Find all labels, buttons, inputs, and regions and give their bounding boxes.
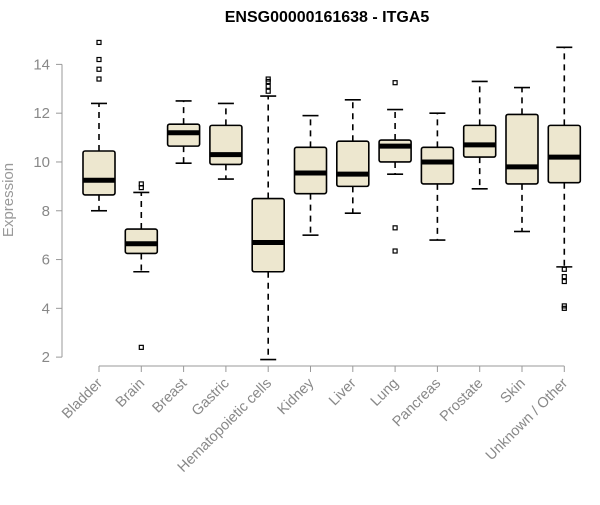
y-axis-label: Expression (0, 163, 17, 237)
outlier-point (96, 66, 102, 72)
outlier-point (96, 56, 102, 63)
outlier-point (96, 76, 102, 82)
box-iqr (209, 124, 243, 166)
box-iqr (547, 124, 582, 184)
outlier-point (561, 278, 567, 285)
y-tick-label: 10 (33, 154, 50, 171)
outlier-point (561, 274, 567, 280)
box-liver (335, 98, 370, 214)
x-tick-label: Liver (326, 375, 360, 409)
outlier-point (96, 39, 102, 46)
box-brain (124, 181, 159, 350)
box-iqr (335, 140, 370, 188)
box-skin (505, 86, 539, 233)
outlier-point (265, 88, 271, 94)
y-tick-label: 14 (33, 56, 50, 73)
box-unknown-other (547, 46, 582, 311)
box-iqr (420, 146, 455, 185)
box-hematopoietic-cells (251, 76, 285, 361)
x-tick-label: Lung (368, 376, 402, 410)
box-iqr (251, 197, 285, 273)
box-iqr (462, 124, 497, 158)
box-breast (166, 100, 201, 164)
outlier-point (265, 83, 271, 89)
box-iqr (378, 139, 412, 163)
box-iqr (505, 113, 539, 185)
box-lung (378, 80, 412, 254)
x-tick-label: Unknown / Other (483, 375, 571, 463)
outlier-point (392, 225, 398, 231)
outlier-point (138, 181, 144, 187)
outlier-point (561, 266, 567, 272)
box-iqr (82, 150, 116, 196)
x-tick-label: Brain (113, 376, 148, 411)
outlier-point (138, 344, 144, 350)
x-tick-label: Bladder (59, 375, 106, 422)
outlier-point (392, 248, 398, 254)
outlier-point (392, 80, 398, 86)
boxes-group (82, 39, 582, 361)
box-bladder (82, 39, 116, 212)
box-gastric (209, 102, 243, 180)
box-kidney (293, 114, 328, 236)
y-axis: 2 4 6 8 10 12 14 (33, 56, 63, 366)
outlier-point (265, 76, 271, 82)
x-tick-label: Prostate (437, 376, 486, 425)
x-tick-label: Skin (498, 376, 529, 407)
y-tick-label: 12 (33, 105, 50, 122)
x-tick-label: Kidney (275, 375, 318, 418)
box-prostate (462, 80, 497, 190)
y-tick-label: 8 (42, 203, 50, 220)
box-pancreas (420, 112, 455, 241)
y-tick-label: 2 (42, 349, 50, 366)
x-tick-label: Breast (149, 376, 190, 417)
chart-title: ENSG00000161638 - ITGA5 (225, 9, 430, 26)
y-tick-label: 4 (42, 300, 50, 317)
outlier-point (561, 305, 567, 311)
y-tick-label: 6 (42, 252, 50, 269)
